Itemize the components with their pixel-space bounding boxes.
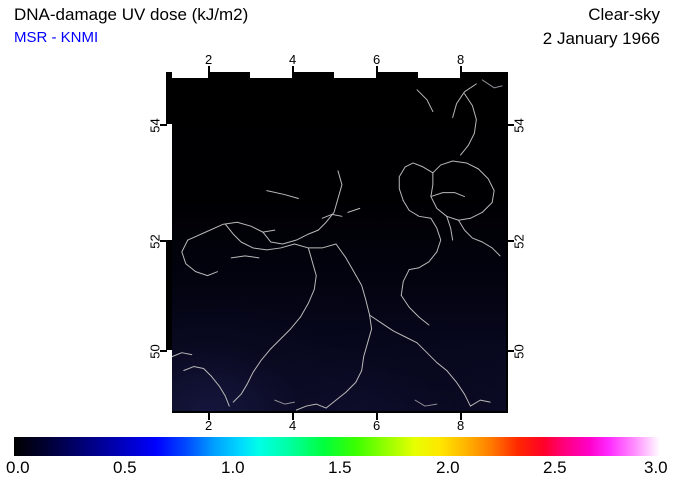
left-axis-seg (166, 72, 172, 124)
top-tick (292, 66, 294, 73)
top-tick-label-2: 2 (205, 52, 213, 67)
right-tick-label-52: 52 (511, 234, 527, 249)
colorbar[interactable] (14, 437, 660, 456)
top-tick-label-8: 8 (457, 52, 465, 67)
bottom-tick-label-6: 6 (373, 418, 381, 433)
colorbar-label-6: 3.0 (644, 458, 668, 477)
bottom-tick (460, 413, 462, 420)
uv-dose-raster (168, 74, 506, 411)
left-axis-seg (166, 240, 172, 350)
top-tick (376, 66, 378, 73)
bottom-tick (292, 413, 294, 420)
coastline-border-overlay (168, 74, 506, 411)
right-tick (507, 350, 514, 352)
bottom-tick-label-8: 8 (457, 418, 465, 433)
top-tick-label-4: 4 (289, 52, 297, 67)
date-label: 2 January 1966 (542, 29, 660, 48)
page-title: DNA-damage UV dose (kJ/m2) (14, 5, 249, 24)
right-tick-label-50: 50 (511, 344, 527, 359)
left-tick (160, 240, 167, 242)
top-tick-label-6: 6 (373, 52, 381, 67)
colorbar-label-0: 0.0 (6, 458, 30, 477)
left-tick-label-52: 52 (147, 234, 163, 249)
colorbar-label-2: 1.0 (221, 458, 245, 477)
bottom-tick-label-2: 2 (205, 418, 213, 433)
bottom-tick-label-4: 4 (289, 418, 297, 433)
colorbar-label-1: 0.5 (113, 458, 137, 477)
left-tick-label-50: 50 (147, 344, 163, 359)
top-axis-seg (292, 72, 334, 78)
left-tick (160, 124, 167, 126)
top-axis-seg (376, 72, 418, 78)
top-axis-seg (208, 72, 250, 78)
bottom-tick (208, 413, 210, 420)
right-tick-label-54: 54 (511, 118, 527, 133)
uv-dose-map[interactable] (166, 72, 508, 413)
top-tick (460, 66, 462, 73)
top-tick (208, 66, 210, 73)
right-tick (507, 240, 514, 242)
right-tick (507, 124, 514, 126)
sky-condition-label: Clear-sky (588, 5, 660, 24)
colorbar-label-3: 1.5 (328, 458, 352, 477)
colorbar-label-4: 2.0 (436, 458, 460, 477)
data-source-label: MSR - KNMI (14, 29, 99, 46)
left-tick-label-54: 54 (147, 118, 163, 133)
colorbar-gradient (14, 437, 660, 456)
top-axis-seg (460, 72, 508, 78)
top-axis (166, 72, 508, 78)
left-tick (160, 350, 167, 352)
colorbar-label-5: 2.5 (543, 458, 567, 477)
bottom-tick (376, 413, 378, 420)
